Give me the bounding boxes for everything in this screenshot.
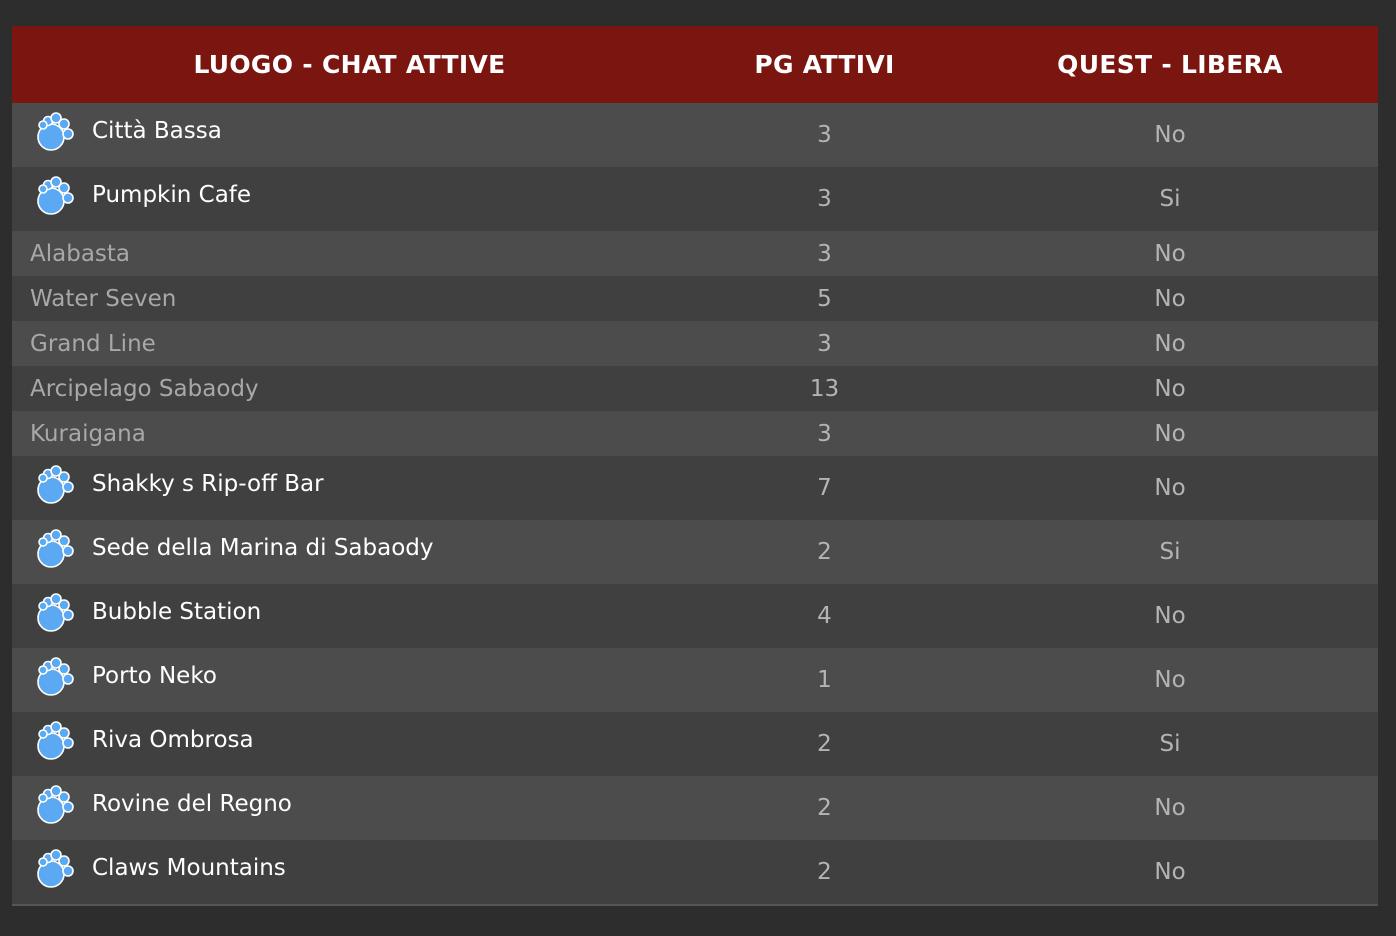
place-name[interactable]: Sede della Marina di Sabaody — [92, 535, 434, 561]
quest-cell: Si — [962, 712, 1378, 776]
table-row[interactable]: Città Bassa 3 No — [12, 103, 1378, 167]
place-cell[interactable]: Arcipelago Sabaody — [12, 366, 687, 411]
players-cell: 2 — [687, 712, 962, 776]
place-cell[interactable]: Riva Ombrosa — [12, 712, 687, 776]
place-name[interactable]: Bubble Station — [92, 599, 262, 625]
players-cell: 2 — [687, 840, 962, 905]
place-cell[interactable]: Sede della Marina di Sabaody — [12, 520, 687, 584]
quest-cell: No — [962, 103, 1378, 167]
place-cell[interactable]: Kuraigana — [12, 411, 687, 456]
quest-cell: No — [962, 776, 1378, 840]
players-cell: 3 — [687, 103, 962, 167]
paw-bubble-icon — [34, 719, 78, 763]
place-cell[interactable]: Porto Neko — [12, 648, 687, 712]
players-cell: 1 — [687, 648, 962, 712]
place-cell[interactable]: Claws Mountains — [12, 840, 687, 905]
quest-cell: No — [962, 321, 1378, 366]
place-cell[interactable]: Rovine del Regno — [12, 776, 687, 840]
table-row[interactable]: Alabasta 3 No — [12, 231, 1378, 276]
place-name[interactable]: Porto Neko — [92, 663, 217, 689]
paw-bubble-icon — [34, 655, 78, 699]
players-cell: 3 — [687, 411, 962, 456]
place-cell[interactable]: Alabasta — [12, 231, 687, 276]
quest-cell: No — [962, 584, 1378, 648]
table-row[interactable]: Pumpkin Cafe 3 Si — [12, 167, 1378, 231]
players-cell: 13 — [687, 366, 962, 411]
place-name[interactable]: Claws Mountains — [92, 855, 286, 881]
table-row[interactable]: Bubble Station 4 No — [12, 584, 1378, 648]
table-row[interactable]: Sede della Marina di Sabaody 2 Si — [12, 520, 1378, 584]
place-name[interactable]: Alabasta — [30, 240, 131, 267]
place-name[interactable]: Città Bassa — [92, 118, 222, 144]
table-row[interactable]: Porto Neko 1 No — [12, 648, 1378, 712]
place-name[interactable]: Shakky s Rip-off Bar — [92, 471, 324, 497]
table-row[interactable]: Water Seven 5 No — [12, 276, 1378, 321]
table-row[interactable]: Riva Ombrosa 2 Si — [12, 712, 1378, 776]
players-cell: 5 — [687, 276, 962, 321]
table-row[interactable]: Grand Line 3 No — [12, 321, 1378, 366]
place-name[interactable]: Rovine del Regno — [92, 791, 292, 817]
place-name[interactable]: Riva Ombrosa — [92, 727, 254, 753]
place-name[interactable]: Kuraigana — [30, 420, 146, 447]
quest-cell: No — [962, 840, 1378, 905]
place-name[interactable]: Arcipelago Sabaody — [30, 375, 259, 402]
paw-bubble-icon — [34, 174, 78, 218]
players-cell: 3 — [687, 231, 962, 276]
header-players: PG ATTIVI — [687, 26, 962, 103]
table-row[interactable]: Claws Mountains 2 No — [12, 840, 1378, 905]
table-row[interactable]: Rovine del Regno 2 No — [12, 776, 1378, 840]
paw-bubble-icon — [34, 527, 78, 571]
paw-bubble-icon — [34, 591, 78, 635]
players-cell: 2 — [687, 520, 962, 584]
active-chats-table: LUOGO - CHAT ATTIVE PG ATTIVI QUEST - LI… — [12, 26, 1378, 906]
quest-cell: Si — [962, 520, 1378, 584]
table-row[interactable]: Kuraigana 3 No — [12, 411, 1378, 456]
players-cell: 7 — [687, 456, 962, 520]
table-header: LUOGO - CHAT ATTIVE PG ATTIVI QUEST - LI… — [12, 26, 1378, 103]
quest-cell: No — [962, 456, 1378, 520]
players-cell: 3 — [687, 321, 962, 366]
header-place: LUOGO - CHAT ATTIVE — [12, 26, 687, 103]
place-cell[interactable]: Shakky s Rip-off Bar — [12, 456, 687, 520]
paw-bubble-icon — [34, 847, 78, 891]
place-name[interactable]: Grand Line — [30, 330, 156, 357]
place-cell[interactable]: Water Seven — [12, 276, 687, 321]
header-quest: QUEST - LIBERA — [962, 26, 1378, 103]
place-cell[interactable]: Bubble Station — [12, 584, 687, 648]
quest-cell: No — [962, 231, 1378, 276]
paw-bubble-icon — [34, 110, 78, 154]
quest-cell: No — [962, 276, 1378, 321]
paw-bubble-icon — [34, 783, 78, 827]
place-cell[interactable]: Città Bassa — [12, 103, 687, 167]
place-cell[interactable]: Grand Line — [12, 321, 687, 366]
players-cell: 4 — [687, 584, 962, 648]
quest-cell: No — [962, 648, 1378, 712]
place-name[interactable]: Water Seven — [30, 285, 177, 312]
quest-cell: Si — [962, 167, 1378, 231]
quest-cell: No — [962, 411, 1378, 456]
place-name[interactable]: Pumpkin Cafe — [92, 182, 252, 208]
table-row[interactable]: Arcipelago Sabaody 13 No — [12, 366, 1378, 411]
table-row[interactable]: Shakky s Rip-off Bar 7 No — [12, 456, 1378, 520]
paw-bubble-icon — [34, 463, 78, 507]
players-cell: 3 — [687, 167, 962, 231]
quest-cell: No — [962, 366, 1378, 411]
players-cell: 2 — [687, 776, 962, 840]
place-cell[interactable]: Pumpkin Cafe — [12, 167, 687, 231]
